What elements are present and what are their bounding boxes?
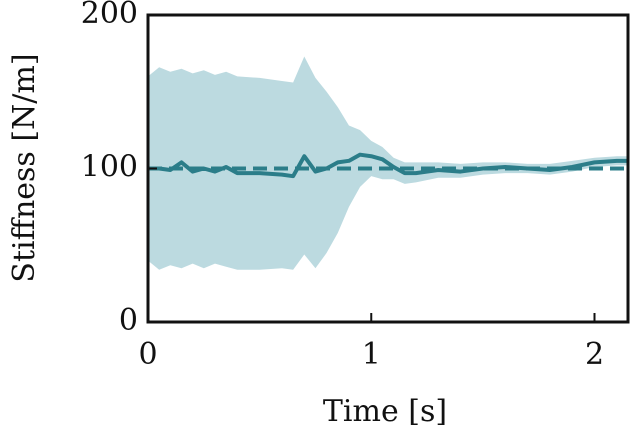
y-tick-label: 200: [81, 0, 138, 31]
y-tick-label: 0: [119, 303, 138, 338]
y-tick-label: 100: [81, 150, 138, 185]
x-axis-label: Time [s]: [323, 394, 447, 429]
mean-line: [148, 152, 628, 179]
x-tick-label: 1: [362, 337, 381, 372]
x-tick-label: 0: [138, 337, 157, 372]
y-axis-label: Stiffness [N/m]: [7, 53, 42, 282]
x-tick-label: 2: [585, 337, 604, 372]
